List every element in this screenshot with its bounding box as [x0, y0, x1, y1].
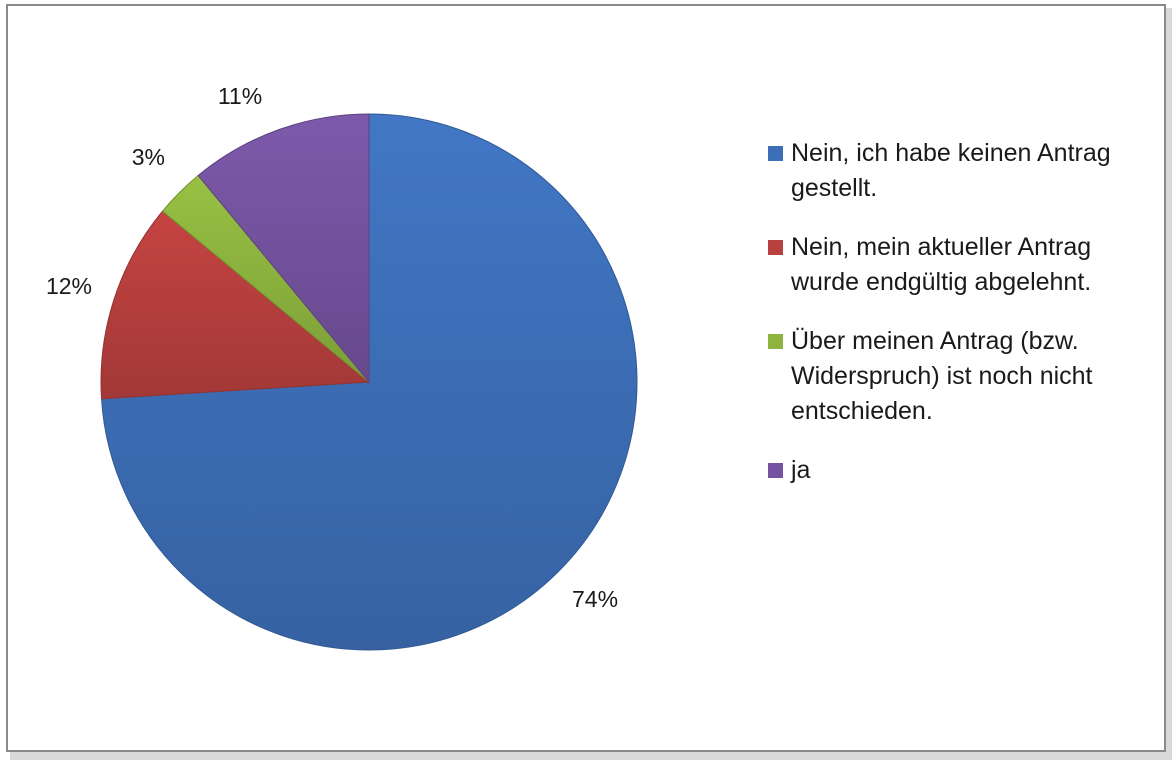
pie-slice [100, 210, 371, 400]
legend-item: ja [768, 453, 1158, 488]
legend-item: Nein, mein aktueller Antrag wurde endgül… [768, 230, 1158, 300]
legend: Nein, ich habe keinen Antrag gestellt. N… [768, 136, 1158, 512]
data-label: 74% [572, 586, 618, 612]
legend-swatch [768, 334, 783, 349]
legend-swatch [768, 463, 783, 478]
legend-swatch [768, 240, 783, 255]
legend-label: Nein, mein aktueller Antrag wurde endgül… [791, 233, 1092, 296]
legend-label: ja [791, 456, 811, 484]
data-label: 3% [132, 144, 165, 170]
legend-label: Über meinen Antrag (bzw. Widerspruch) is… [791, 327, 1093, 425]
legend-label: Nein, ich habe keinen Antrag gestellt. [791, 139, 1111, 202]
pie-slice [197, 113, 370, 384]
data-label: 12% [46, 273, 92, 299]
legend-item: Nein, ich habe keinen Antrag gestellt. [768, 136, 1158, 206]
data-label: 11% [218, 83, 262, 109]
legend-item: Über meinen Antrag (bzw. Widerspruch) is… [768, 324, 1158, 429]
legend-swatch [768, 146, 783, 161]
